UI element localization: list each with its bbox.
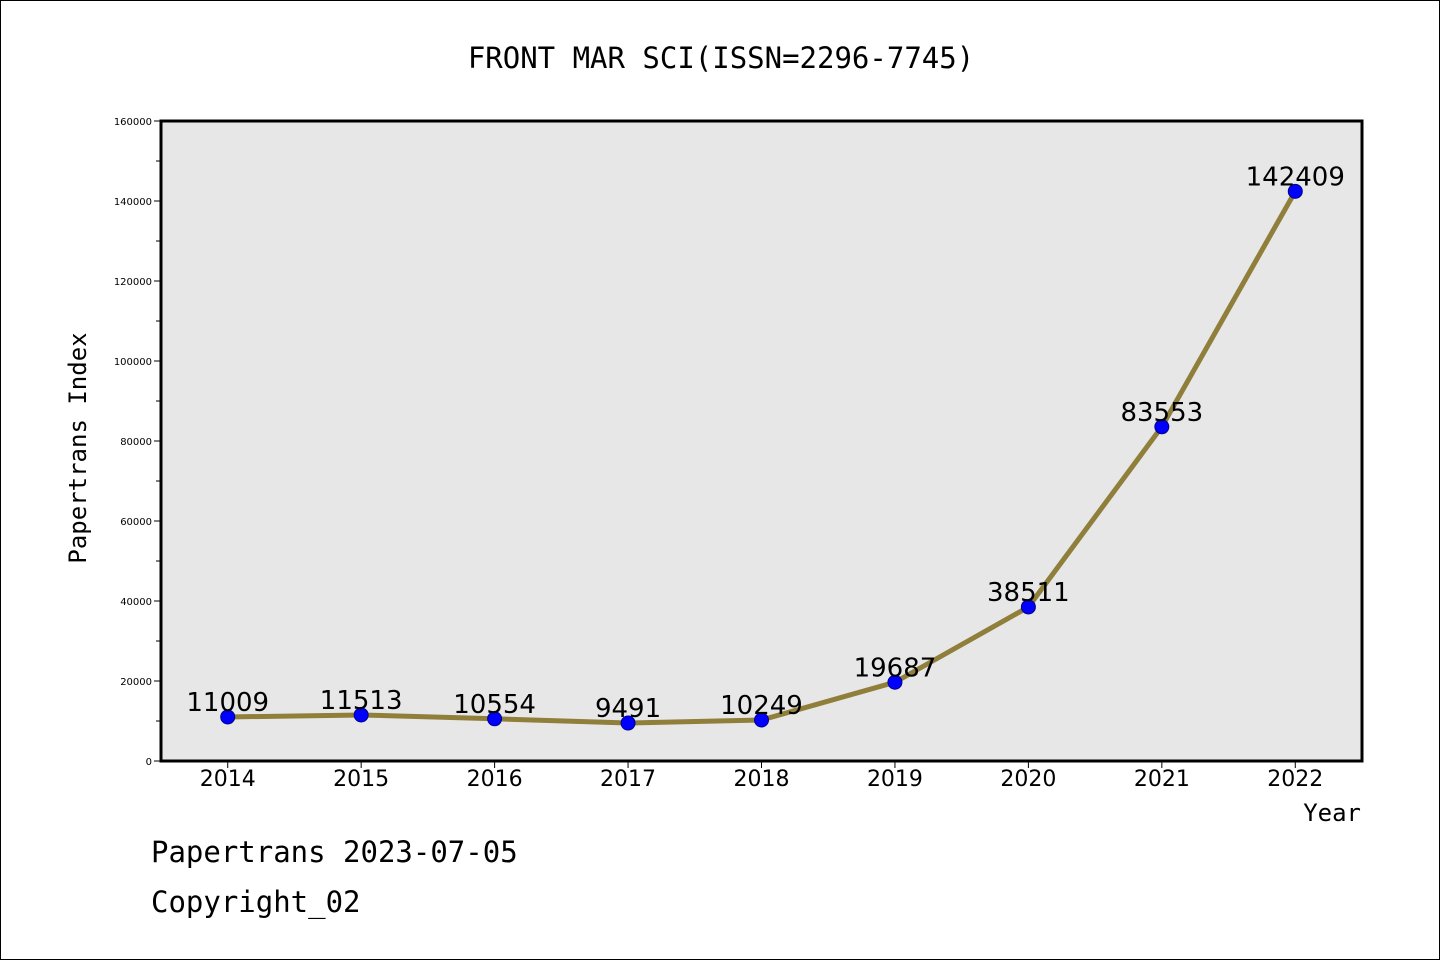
data-point-marker: [887, 674, 903, 690]
y-tick-label: 0: [146, 757, 152, 768]
x-tick-label: 2016: [467, 767, 523, 792]
x-tick-label: 2015: [333, 767, 389, 792]
data-point-marker: [1287, 183, 1303, 199]
data-point-marker: [1020, 599, 1036, 615]
series-line-group: [220, 183, 1303, 731]
y-tick-label: 100000: [114, 357, 152, 368]
data-label: 19687: [854, 653, 937, 683]
data-label: 11009: [186, 688, 269, 718]
data-label: 38511: [987, 578, 1070, 608]
y-axis: 0 20000 40000 60000 80000 100000 120000 140000 1…: [114, 117, 161, 768]
y-tick-label: 40000: [120, 597, 152, 608]
chart-title: FRONT MAR SCI(ISSN=2296-7745): [468, 41, 974, 75]
x-axis: 2014 2015 2016 2017 2018 2019 2020 2021 2022: [200, 761, 1323, 792]
x-tick-label: 2014: [200, 767, 256, 792]
y-tick-label: 20000: [120, 677, 152, 688]
y-tick-label: 80000: [120, 437, 152, 448]
footer-date-text: Papertrans 2023-07-05: [151, 835, 518, 869]
data-label: 10554: [453, 690, 536, 720]
x-tick-label: 2021: [1134, 767, 1190, 792]
plot-area: [161, 121, 1362, 761]
x-axis-label: Year: [1303, 799, 1361, 827]
x-tick-label: 2018: [734, 767, 790, 792]
y-tick-label: 120000: [114, 277, 152, 288]
data-label: 83553: [1120, 398, 1203, 428]
x-tick-label: 2019: [867, 767, 923, 792]
footer-copyright-text: Copyright_02: [151, 885, 361, 919]
plot-border: [159, 119, 1364, 763]
data-point-marker: [353, 707, 369, 723]
data-point-marker: [754, 712, 769, 728]
y-tick-label: 140000: [114, 197, 152, 208]
data-label-group: 11009 11513 10554 9491 10249 19687 38511 83553 1…: [186, 162, 1345, 724]
x-tick-label: 2020: [1000, 767, 1056, 792]
data-point-marker: [620, 715, 636, 731]
data-point-marker: [1154, 419, 1170, 435]
y-axis-label: Papertrans Index: [64, 332, 92, 563]
data-label: 9491: [595, 694, 661, 724]
x-tick-label: 2017: [600, 767, 656, 792]
x-tick-label: 2022: [1267, 767, 1323, 792]
data-point-marker: [487, 711, 503, 727]
y-tick-label: 60000: [120, 517, 152, 528]
data-label: 142409: [1246, 162, 1345, 192]
data-point-marker: [220, 709, 236, 725]
data-label: 10249: [720, 691, 803, 721]
y-tick-label: 160000: [114, 117, 152, 128]
data-label: 11513: [320, 686, 403, 716]
